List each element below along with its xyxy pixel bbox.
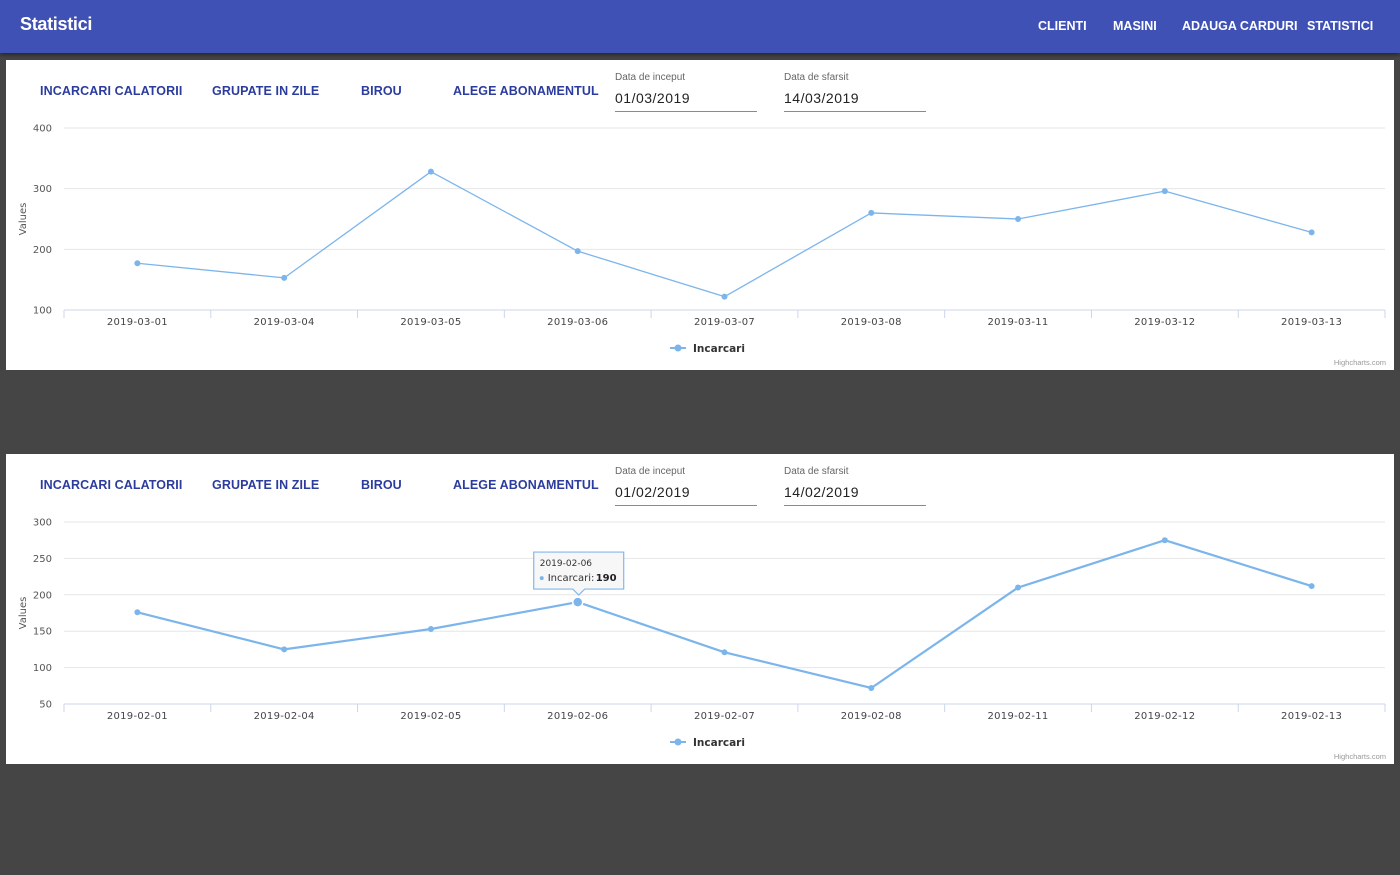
highcharts-credit[interactable]: Highcharts.com (1333, 752, 1386, 761)
highcharts-credit[interactable]: Highcharts.com (1333, 358, 1386, 367)
tab-incarcari-calatorii[interactable]: INCARCARI CALATORII (40, 84, 183, 98)
x-tick-label: 2019-03-04 (254, 317, 315, 328)
nav-clienti[interactable]: CLIENTI (1038, 19, 1087, 33)
x-tick-label: 2019-02-11 (987, 711, 1048, 722)
tab-alege-abonamentul[interactable]: ALEGE ABONAMENTUL (453, 478, 599, 492)
nav-masini[interactable]: MASINI (1113, 19, 1157, 33)
data-point (1308, 583, 1315, 590)
hovered-point (571, 596, 584, 608)
y-tick-label: 400 (33, 124, 52, 135)
data-point (574, 248, 581, 255)
end-date-label: Data de sfarsit (784, 72, 849, 83)
end-date-input[interactable]: 14/03/2019 (784, 90, 926, 112)
series-line (137, 539, 1312, 690)
data-point (427, 626, 434, 633)
data-point (868, 209, 875, 216)
data-point (1308, 229, 1315, 236)
y-tick-label: 200 (33, 245, 52, 256)
nav-statistici[interactable]: STATISTICI (1307, 19, 1374, 33)
end-date-label: Data de sfarsit (784, 466, 849, 477)
data-point (281, 274, 288, 281)
x-tick-label: 2019-02-07 (694, 711, 755, 722)
legend-marker (674, 344, 682, 352)
tooltip-date: 2019-02-06 (540, 559, 593, 569)
tooltip-dot (539, 576, 544, 581)
data-point (721, 293, 728, 300)
legend-label: Incarcari (693, 343, 745, 355)
y-axis-title: Values (18, 203, 29, 236)
legend-marker (674, 738, 682, 746)
x-tick-label: 2019-02-12 (1134, 711, 1195, 722)
x-tick-label: 2019-03-11 (987, 317, 1048, 328)
tooltip: 2019-02-06 Incarcari: 190 (533, 551, 625, 596)
tab-birou[interactable]: BIROU (361, 84, 402, 98)
x-tick-label: 2019-02-04 (254, 711, 315, 722)
tab-alege-abonamentul[interactable]: ALEGE ABONAMENTUL (453, 84, 599, 98)
x-tick-label: 2019-03-12 (1134, 317, 1195, 328)
data-point (868, 684, 875, 691)
tab-grupate-in-zile[interactable]: GRUPATE IN ZILE (212, 478, 320, 492)
data-point (134, 609, 141, 616)
start-date-input[interactable]: 01/03/2019 (615, 90, 757, 112)
app-title: Statistici (20, 14, 93, 34)
y-tick-label: 250 (33, 554, 52, 565)
x-tick-label: 2019-03-01 (107, 317, 168, 328)
tooltip-value: 190 (596, 573, 617, 584)
data-point (281, 646, 288, 653)
x-tick-label: 2019-03-08 (841, 317, 902, 328)
x-tick-label: 2019-02-08 (841, 711, 902, 722)
start-date-label: Data de inceput (615, 72, 686, 83)
y-tick-label: 50 (39, 700, 52, 711)
start-date-label: Data de inceput (615, 466, 686, 477)
data-point (1015, 216, 1022, 222)
y-tick-label: 150 (33, 627, 52, 638)
line-chart-march: 100 200 300 400 2019-03-01 2019-03-04 2019-03-… (18, 124, 1386, 355)
tab-incarcari-calatorii[interactable]: INCARCARI CALATORII (40, 478, 183, 492)
y-tick-label: 200 (33, 590, 52, 601)
x-tick-label: 2019-03-05 (400, 317, 461, 328)
data-point (1015, 584, 1022, 591)
x-tick-label: 2019-02-06 (547, 711, 608, 722)
data-point (427, 168, 434, 175)
tab-grupate-in-zile[interactable]: GRUPATE IN ZILE (212, 84, 320, 98)
line-chart-february: 50 100 150 200 250 300 2019-02-01 2019-02-04 201… (18, 518, 1386, 749)
y-tick-label: 300 (33, 518, 52, 529)
tab-birou[interactable]: BIROU (361, 478, 402, 492)
data-point (1161, 537, 1168, 544)
nav-adauga-carduri[interactable]: ADAUGA CARDURI (1182, 19, 1298, 33)
series-line (137, 171, 1312, 298)
tooltip-box (533, 551, 625, 596)
tooltip-series: Incarcari: (548, 573, 595, 584)
x-tick-label: 2019-03-13 (1281, 317, 1342, 328)
stats-panel-february: 50 100 150 200 250 300 2019-02-01 2019-02-04 201… (6, 454, 1394, 764)
y-tick-label: 100 (33, 663, 52, 674)
data-point (721, 649, 728, 656)
start-date-input[interactable]: 01/02/2019 (615, 484, 757, 506)
app-bar: Statistici CLIENTI MASINI ADAUGA CARDURI… (0, 0, 1400, 53)
y-tick-label: 300 (33, 184, 52, 195)
x-tick-label: 2019-02-01 (107, 711, 168, 722)
x-tick-label: 2019-02-05 (400, 711, 461, 722)
data-point (1161, 188, 1168, 195)
stats-panel-march: 100 200 300 400 2019-03-01 2019-03-04 2019-03-… (6, 60, 1394, 370)
x-tick-label: 2019-02-13 (1281, 711, 1342, 722)
x-tick-label: 2019-03-06 (547, 317, 608, 328)
data-point (134, 260, 141, 267)
x-tick-label: 2019-03-07 (694, 317, 755, 328)
y-axis-title: Values (18, 597, 29, 630)
end-date-input[interactable]: 14/02/2019 (784, 484, 926, 506)
legend-label: Incarcari (693, 737, 745, 749)
y-tick-label: 100 (33, 306, 52, 317)
